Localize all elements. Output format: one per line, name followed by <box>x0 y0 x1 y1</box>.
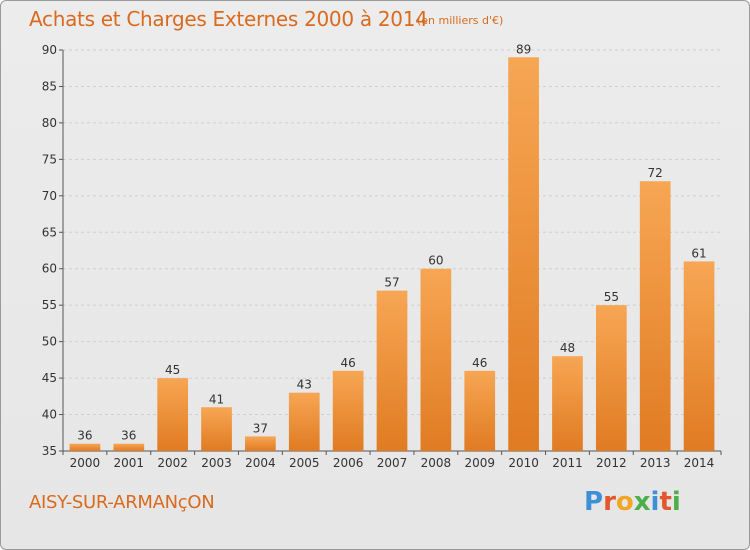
bar <box>245 436 276 451</box>
bars <box>69 57 715 452</box>
labels: 36 36 45 41 37 43 46 57 60 46 89 48 55 72 61 <box>77 42 706 442</box>
logo-letter: r <box>603 487 616 517</box>
x-tick-label: 2010 <box>508 456 539 470</box>
y-tick-label: 35 <box>42 444 57 458</box>
bar-value-label: 36 <box>77 429 92 443</box>
x-tick-label: 2009 <box>464 456 495 470</box>
logo-letter: x <box>633 487 651 517</box>
x-tick-label: 2007 <box>377 456 408 470</box>
bar <box>376 290 408 451</box>
x-tick-label: 2000 <box>70 456 101 470</box>
bar-value-label: 41 <box>209 392 224 406</box>
logo-letter: i <box>650 487 660 517</box>
place-name: AISY-SUR-ARMANçON <box>29 492 215 513</box>
chart-subtitle: (en milliers d'€) <box>417 14 504 27</box>
x-tick-label: 2011 <box>552 456 583 470</box>
bar-value-label: 46 <box>472 356 487 370</box>
bar <box>420 268 452 451</box>
bar <box>552 356 583 451</box>
bar-value-label: 72 <box>648 166 663 180</box>
y-tick-label: 90 <box>42 43 57 57</box>
bar <box>464 370 496 451</box>
bar <box>69 443 101 451</box>
x-tick-label: 2005 <box>289 456 320 470</box>
proxiti-logo: Proxiti <box>584 487 681 517</box>
x-tick-label: 2008 <box>421 456 452 470</box>
y-tick-label: 55 <box>42 298 57 312</box>
y-tick-label: 40 <box>42 408 57 422</box>
y-tick-label: 45 <box>42 371 57 385</box>
y-tick-label: 50 <box>42 335 57 349</box>
chart-title: Achats et Charges Externes 2000 à 2014 <box>29 7 428 31</box>
bar-value-label: 43 <box>297 378 312 392</box>
bar <box>157 378 189 451</box>
y-tick-label: 65 <box>42 225 57 239</box>
bar-value-label: 45 <box>165 363 180 377</box>
x-tick-label: 2004 <box>245 456 276 470</box>
bar <box>595 305 627 451</box>
bar <box>201 407 232 451</box>
y-tick-label: 75 <box>42 152 57 166</box>
bar <box>639 181 671 451</box>
x-tick-label: 2002 <box>157 456 188 470</box>
y-tick-label: 80 <box>42 116 57 130</box>
bar-value-label: 61 <box>691 246 706 260</box>
bar <box>683 261 715 451</box>
x-tick-label: 2003 <box>201 456 232 470</box>
bar-value-label: 57 <box>384 276 399 290</box>
logo-letter: o <box>615 487 634 517</box>
x-tick-label: 2001 <box>114 456 145 470</box>
x-tick-label: 2013 <box>640 456 671 470</box>
bar-value-label: 89 <box>516 42 531 56</box>
x-tick-label: 2012 <box>596 456 627 470</box>
bar-value-label: 36 <box>121 429 136 443</box>
logo-letter: i <box>671 487 681 517</box>
bar-value-label: 55 <box>604 290 619 304</box>
bar-value-label: 37 <box>253 421 268 435</box>
bar <box>288 392 320 451</box>
bar-value-label: 60 <box>428 254 443 268</box>
logo-letter: P <box>584 487 604 517</box>
y-tick-label: 85 <box>42 79 57 93</box>
x-tick-label: 2014 <box>684 456 715 470</box>
x-tick-label: 2006 <box>333 456 364 470</box>
bar <box>113 443 145 451</box>
logo-letter: t <box>659 487 672 517</box>
bar-value-label: 46 <box>340 356 355 370</box>
bar-value-label: 48 <box>560 341 575 355</box>
y-tick-label: 60 <box>42 262 57 276</box>
bar <box>332 370 364 451</box>
y-tick-label: 70 <box>42 189 57 203</box>
bar <box>508 57 539 452</box>
